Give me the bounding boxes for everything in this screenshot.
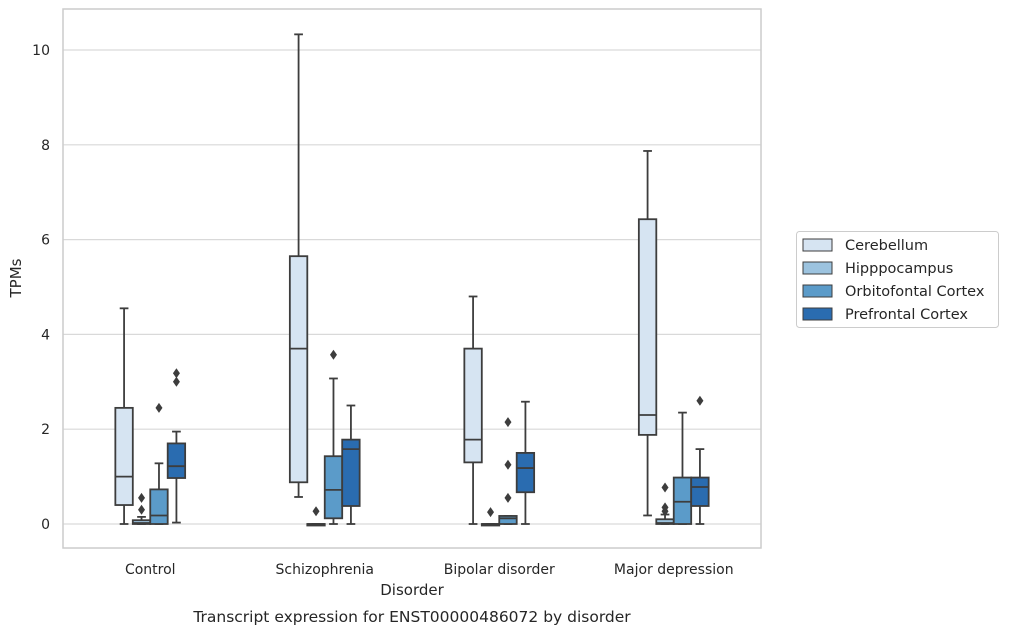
- outlier-point: [138, 504, 146, 515]
- box-3-1: [655, 482, 675, 525]
- y-tick-label: 10: [32, 43, 50, 59]
- x-tick-label: Major depression: [614, 562, 734, 578]
- box-1-3: [341, 404, 361, 525]
- y-axis-label: TPMs: [7, 258, 25, 298]
- box-body: [288, 255, 309, 484]
- y-tick-label: 2: [41, 422, 50, 438]
- legend-swatch: [802, 307, 833, 321]
- y-tick-label: 6: [41, 233, 50, 249]
- box-body: [637, 218, 658, 436]
- outlier-point: [504, 417, 512, 428]
- x-axis-label: Disorder: [380, 581, 444, 599]
- box-2-1: [480, 507, 501, 527]
- legend-swatch: [802, 238, 833, 252]
- outlier-point: [661, 502, 669, 513]
- box-3-0: [637, 150, 658, 517]
- outlier-point: [696, 395, 704, 406]
- box-3-3: [690, 395, 710, 525]
- x-tick-label: Bipolar disorder: [444, 562, 555, 578]
- outlier-point: [155, 402, 163, 413]
- y-tick-label: 0: [41, 517, 50, 533]
- x-tick-labels: Control Schizophrenia Bipolar disorder Majo…: [125, 562, 734, 578]
- chart-caption: Transcript expression for ENST0000048607…: [192, 608, 631, 626]
- box-body: [690, 476, 710, 507]
- outlier-point: [138, 492, 146, 503]
- plot-frame: [62, 8, 762, 549]
- legend-label: Hipppocampus: [845, 261, 953, 277]
- outlier-point: [487, 507, 495, 518]
- box-1-1: [306, 506, 326, 527]
- outlier-point: [504, 492, 512, 503]
- box-body: [515, 451, 536, 494]
- box-2-0: [463, 295, 483, 525]
- boxes: [114, 33, 710, 527]
- outlier-point: [172, 368, 180, 379]
- x-tick-label: Control: [125, 562, 176, 578]
- outlier-point: [329, 349, 337, 360]
- legend-label: Orbitofontal Cortex: [845, 284, 985, 300]
- box-body: [498, 515, 518, 525]
- y-tick-label: 4: [41, 327, 50, 343]
- box-0-2: [149, 402, 169, 525]
- box-2-2: [498, 417, 518, 525]
- outlier-point: [172, 376, 180, 387]
- legend-label: Cerebellum: [845, 238, 928, 254]
- box-0-1: [131, 492, 152, 525]
- y-tick-labels: 0 2 4 6 8 10: [32, 43, 50, 533]
- y-gridlines: [63, 49, 761, 525]
- legend-frame: [796, 231, 999, 328]
- y-tick-label: 8: [41, 138, 50, 154]
- box-3-2: [672, 411, 693, 525]
- outlier-point: [661, 482, 669, 493]
- box-0-0: [114, 307, 134, 525]
- box-body: [166, 442, 187, 479]
- box-body: [672, 476, 693, 525]
- box-1-0: [288, 33, 309, 498]
- box-body: [149, 488, 169, 525]
- box-body: [341, 438, 361, 507]
- legend-swatch: [802, 261, 833, 275]
- box-body: [323, 455, 344, 520]
- box-1-2: [323, 349, 344, 525]
- outlier-point: [312, 506, 320, 517]
- legend-swatch: [802, 284, 833, 298]
- box-body: [463, 347, 483, 464]
- legend-label: Prefrontal Cortex: [845, 307, 968, 323]
- outlier-point: [504, 459, 512, 470]
- box-0-3: [166, 368, 187, 524]
- legend: Cerebellum Hipppocampus Orbitofontal Corte…: [796, 231, 999, 328]
- box-2-3: [515, 400, 536, 525]
- box-body: [114, 406, 134, 506]
- x-tick-label: Schizophrenia: [276, 562, 374, 578]
